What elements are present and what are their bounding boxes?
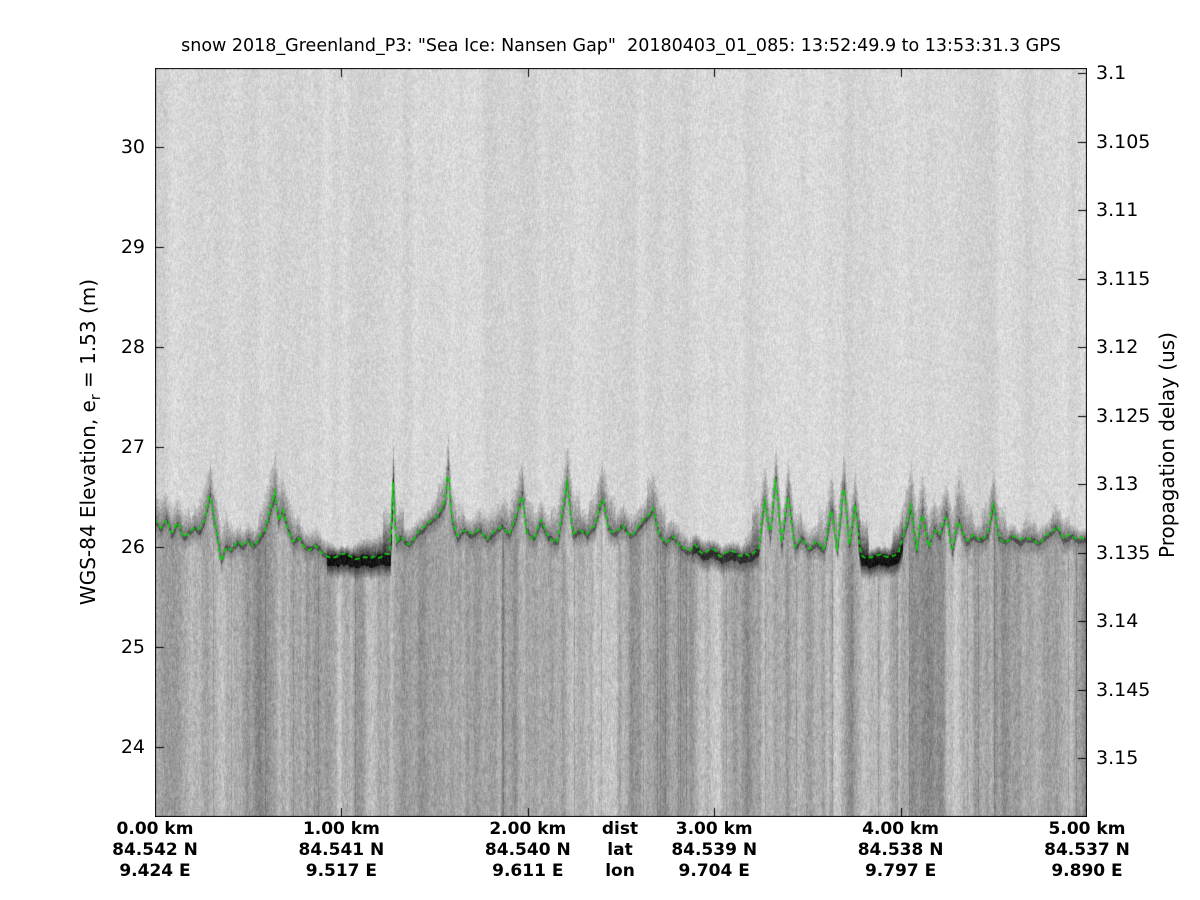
elevation-tick-label: 25 <box>120 636 145 658</box>
delay-tick-label: 3.135 <box>1096 541 1151 564</box>
elevation-tick-label: 30 <box>120 136 145 158</box>
elevation-tick-label: 27 <box>120 436 145 458</box>
delay-tick-label: 3.11 <box>1096 199 1139 221</box>
delay-tick-label: 3.15 <box>1096 747 1139 769</box>
elevation-tick-label: 24 <box>120 736 145 758</box>
delay-tick-label: 3.115 <box>1096 267 1151 290</box>
delay-tick-label: 3.1 <box>1096 62 1127 84</box>
distance-tick-lon: 9.704 E <box>678 861 750 881</box>
distance-tick-lon: 9.517 E <box>305 861 378 881</box>
distance-tick-lon: 9.611 E <box>492 861 564 881</box>
distance-tick-lon: 9.797 E <box>864 861 937 881</box>
distance-tick-dist: 1.00 km <box>302 819 380 839</box>
delay-tick-label: 3.12 <box>1096 336 1139 358</box>
axis-row-header-lon: lon <box>605 861 635 881</box>
delay-tick-label: 3.14 <box>1096 610 1139 632</box>
distance-tick-lat: 84.538 N <box>857 840 944 860</box>
distance-tick-dist: 2.00 km <box>489 819 567 839</box>
left-axis-label-prefix: WGS-84 Elevation, e <box>76 400 100 606</box>
delay-tick-label: 3.13 <box>1096 473 1139 495</box>
distance-tick-lat: 84.539 N <box>671 840 758 860</box>
axis-row-header-dist: dist <box>601 819 639 839</box>
right-axis-label: Propagation delay (us) <box>1155 332 1179 559</box>
delay-tick-label: 3.125 <box>1096 404 1151 427</box>
distance-tick-dist: 4.00 km <box>862 819 940 839</box>
distance-tick-lat: 84.542 N <box>112 840 198 860</box>
plot-title: snow 2018_Greenland_P3: "Sea Ice: Nansen… <box>181 36 1061 56</box>
elevation-tick-label: 26 <box>120 536 145 558</box>
axis-row-header-lat: lat <box>607 840 633 860</box>
left-axis-label-sub: r <box>88 394 104 401</box>
delay-tick-label: 3.105 <box>1096 130 1151 153</box>
distance-tick-lat: 84.541 N <box>298 840 385 860</box>
echogram-canvas <box>155 68 1087 817</box>
elevation-tick-label: 29 <box>120 236 145 258</box>
distance-tick-lat: 84.540 N <box>484 840 571 860</box>
distance-tick-dist: 0.00 km <box>116 819 194 839</box>
distance-tick-lat: 84.537 N <box>1044 840 1130 860</box>
distance-tick-lon: 9.890 E <box>1051 861 1123 881</box>
distance-tick-lon: 9.424 E <box>119 861 191 881</box>
elevation-tick-label: 28 <box>120 336 145 358</box>
delay-tick-label: 3.145 <box>1096 678 1151 701</box>
distance-tick-dist: 3.00 km <box>675 819 753 839</box>
distance-tick-dist: 5.00 km <box>1048 819 1126 839</box>
